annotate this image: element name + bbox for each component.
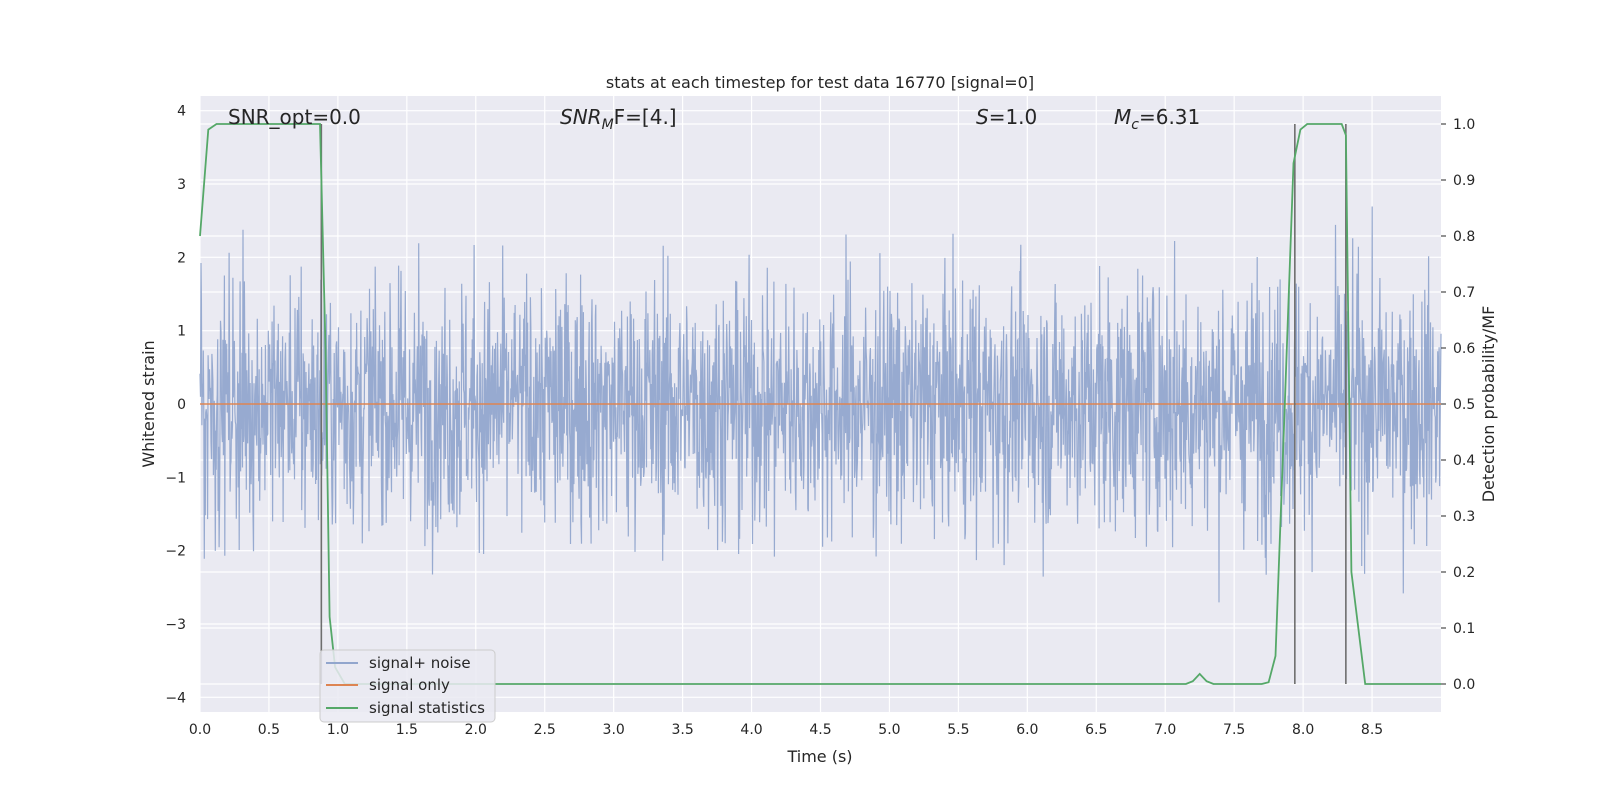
legend-label-stats: signal statistics: [369, 699, 485, 717]
y-tick-label: 0: [177, 397, 186, 413]
y-tick-label: −2: [165, 544, 186, 560]
series-signal-noise: [199, 206, 1442, 603]
x-tick-label: 2.0: [465, 722, 487, 738]
x-tick-label: 5.5: [947, 722, 969, 738]
x-tick-label: 8.5: [1361, 722, 1383, 738]
legend-label-signal: signal only: [369, 676, 450, 694]
s-rest: =1.0: [989, 105, 1038, 129]
y-tick-label: 3: [177, 177, 186, 193]
mc-annotation: Mc=6.31: [1114, 105, 1200, 133]
x-tick-label: 4.5: [809, 722, 831, 738]
snr-mf-annotation: SNRMF=[4.]: [560, 105, 677, 133]
noise-series: [199, 206, 1442, 603]
legend-box: [319, 649, 496, 723]
snr-mf-main: SNR: [560, 105, 602, 129]
x-axis-label: Time (s): [786, 747, 852, 766]
s-main: S: [976, 105, 989, 129]
y2-tick-label: 0.2: [1453, 565, 1475, 581]
snr-mf-rest: F=[4.]: [614, 105, 677, 129]
x-tick-label: 2.5: [534, 722, 556, 738]
series-signal-statistics: [199, 123, 1441, 685]
y2-tick-label: 1.0: [1453, 117, 1475, 133]
x-tick-label: 3.0: [603, 722, 625, 738]
mc-main: M: [1114, 105, 1131, 129]
y2-tick-label: 0.4: [1453, 453, 1475, 469]
snr-mf-sub: M: [602, 117, 614, 133]
s-annotation: S=1.0: [976, 105, 1037, 129]
x-tick-label: 7.5: [1223, 722, 1245, 738]
snr-opt-annotation: SNR_opt=0.0: [228, 105, 361, 129]
chart-title: stats at each timestep for test data 167…: [606, 73, 1034, 92]
x-tick-label: 0.5: [258, 722, 280, 738]
y2-tick-label: 0.9: [1453, 173, 1475, 189]
x-tick-label: 4.0: [740, 722, 762, 738]
x-tick-label: 7.0: [1154, 722, 1176, 738]
y-tick-label: −1: [165, 470, 186, 486]
y-tick-label: 1: [177, 324, 186, 340]
y2-tick-label: 0.0: [1453, 677, 1475, 693]
y2-axis-label: Detection probability/MF: [1479, 306, 1498, 503]
legend-label-noise: signal+ noise: [369, 654, 471, 672]
y-tick-label: −4: [165, 690, 186, 706]
y-tick-label: 2: [177, 250, 186, 266]
y-tick-label: 4: [177, 104, 186, 120]
y2-tick-label: 0.6: [1453, 341, 1475, 357]
y2-tick-label: 0.8: [1453, 229, 1475, 245]
x-tick-label: 6.0: [1016, 722, 1038, 738]
x-tick-label: 8.0: [1292, 722, 1314, 738]
x-tick-label: 3.5: [671, 722, 693, 738]
x-tick-label: 6.5: [1085, 722, 1107, 738]
x-tick-label: 1.0: [327, 722, 349, 738]
x-tick-label: 5.0: [878, 722, 900, 738]
line-series: [199, 123, 1441, 685]
y2-tick-label: 0.3: [1453, 509, 1475, 525]
y-tick-label: −3: [165, 617, 186, 633]
mc-rest: =6.31: [1139, 105, 1200, 129]
y-axis-label: Whitened strain: [139, 340, 158, 467]
x-tick-label: 1.5: [396, 722, 418, 738]
y2-tick-label: 0.5: [1453, 397, 1475, 413]
y2-tick-label: 0.7: [1453, 285, 1475, 301]
mc-sub: c: [1131, 117, 1139, 133]
x-tick-label: 0.0: [189, 722, 211, 738]
y2-tick-label: 0.1: [1453, 621, 1475, 637]
tick-labels: 0.0 0.5 1.0 1.5 2.0 2.5 3.0 3.5 4.0 4.5 5.0 5.5 6.0 6…: [165, 104, 1475, 738]
legend: signal+ noise signal only signal statist…: [319, 649, 496, 723]
